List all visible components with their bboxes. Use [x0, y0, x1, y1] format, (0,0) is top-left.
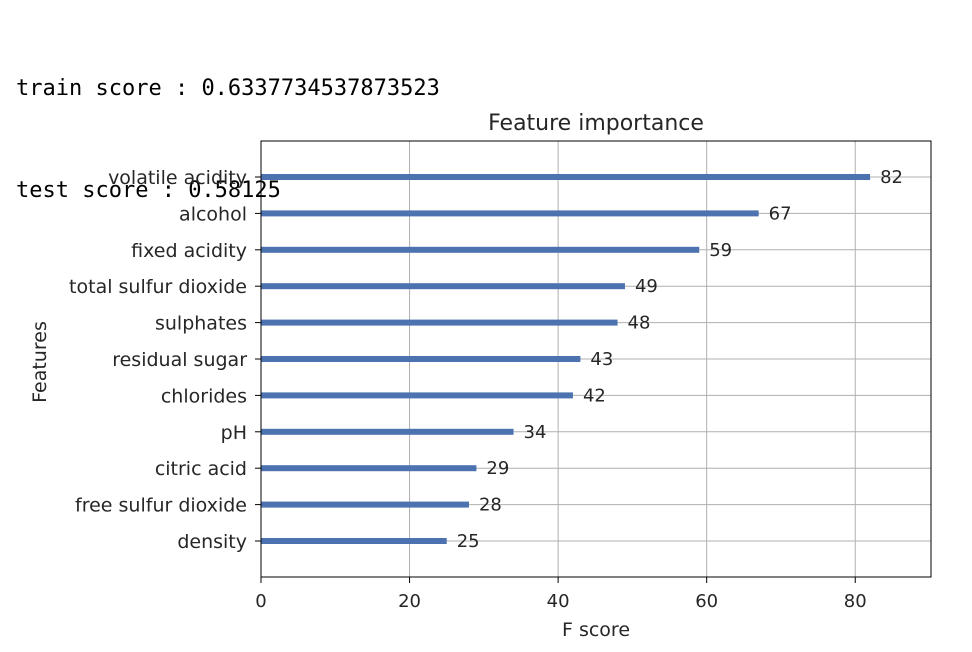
- y-axis-label: Features: [29, 321, 51, 403]
- cell-output: train score : 0.6337734537873523 test sc…: [16, 4, 440, 242]
- chart-title: Feature importance: [488, 111, 704, 136]
- x-axis-label: F score: [562, 619, 630, 641]
- train-score-line: train score : 0.6337734537873523: [16, 72, 440, 106]
- data-label: 59: [709, 240, 732, 261]
- data-label: 25: [457, 531, 480, 552]
- test-score-label: test score :: [16, 178, 189, 203]
- bar: [261, 428, 514, 435]
- x-tick-label: 40: [547, 591, 570, 612]
- bar: [261, 538, 447, 544]
- data-label: 28: [479, 495, 502, 516]
- bars-layer: [261, 174, 871, 544]
- y-tick-label: fixed acidity: [131, 240, 247, 262]
- bar: [261, 319, 618, 326]
- y-tick-label: density: [177, 531, 247, 553]
- data-label: 34: [524, 422, 547, 443]
- bar: [261, 246, 700, 253]
- bar: [261, 501, 469, 508]
- train-score-value: 0.6337734537873523: [201, 76, 440, 101]
- data-labels: 82 67 59 49 48 43 42 34 29 28 25: [457, 167, 903, 552]
- bar: [261, 465, 477, 472]
- x-tick-label: 80: [844, 591, 867, 612]
- bar: [261, 174, 871, 180]
- y-tick-label: volatile acidity: [108, 167, 247, 189]
- train-score-label: train score :: [16, 76, 202, 101]
- y-tick-label: citric acid: [155, 458, 247, 480]
- y-tick-label: pH: [221, 422, 247, 444]
- y-tick-label: chlorides: [161, 385, 247, 407]
- data-label: 42: [583, 385, 606, 406]
- x-tick-label: 20: [398, 591, 421, 612]
- bar: [261, 210, 759, 217]
- data-label: 43: [590, 349, 613, 370]
- y-tick-label: total sulfur dioxide: [69, 276, 247, 298]
- bar: [261, 283, 625, 290]
- x-tick-label: 60: [695, 591, 718, 612]
- y-ticks: volatile acidity alcohol fixed acidity tota…: [69, 167, 261, 553]
- y-tick-label: sulphates: [155, 313, 247, 335]
- x-ticks: 0 20 40 60 80: [255, 577, 867, 612]
- data-label: 49: [635, 276, 658, 297]
- x-tick-label: 0: [255, 591, 266, 612]
- data-label: 67: [769, 203, 792, 224]
- data-label: 29: [486, 458, 509, 479]
- y-tick-label: residual sugar: [112, 349, 247, 371]
- data-label: 82: [880, 167, 903, 188]
- y-tick-label: free sulfur dioxide: [75, 495, 247, 517]
- bar: [261, 356, 581, 362]
- test-score-value: 0.58125: [188, 178, 281, 203]
- data-label: 48: [628, 313, 651, 334]
- test-score-line: test score : 0.58125: [16, 174, 440, 208]
- y-tick-label: alcohol: [179, 203, 247, 225]
- bar: [261, 392, 573, 399]
